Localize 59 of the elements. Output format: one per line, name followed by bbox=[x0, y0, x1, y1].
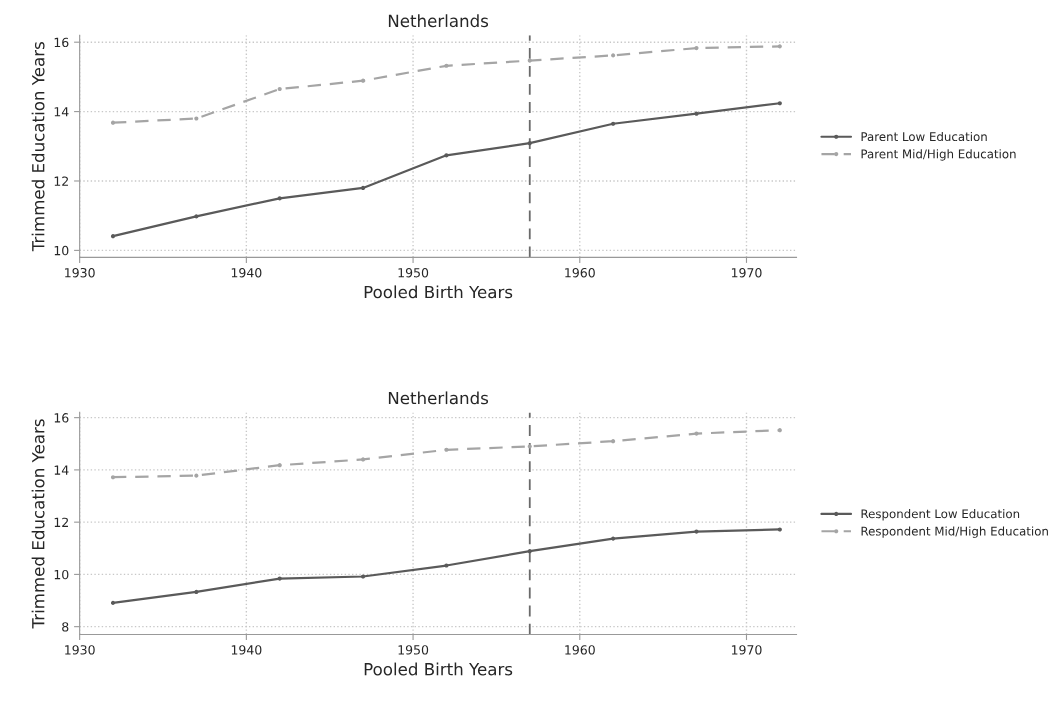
y-tick-label: 8 bbox=[62, 622, 69, 632]
x-tick-label: 1930 bbox=[65, 645, 95, 655]
point bbox=[611, 53, 616, 58]
x-tick-label: 1930 bbox=[65, 267, 95, 278]
chart-title: Netherlands bbox=[388, 14, 489, 28]
point bbox=[360, 457, 366, 462]
point bbox=[527, 444, 532, 449]
y-tick-label: 16 bbox=[54, 37, 69, 48]
point bbox=[694, 529, 699, 534]
point bbox=[611, 536, 616, 541]
chart-title: Netherlands bbox=[388, 391, 489, 405]
point bbox=[110, 234, 116, 239]
x-tick-label: 1960 bbox=[565, 645, 595, 655]
y-tick-label: 10 bbox=[54, 569, 69, 580]
point bbox=[194, 589, 199, 594]
point bbox=[611, 439, 616, 444]
point bbox=[194, 473, 199, 478]
point bbox=[110, 600, 116, 605]
y-tick-label: 12 bbox=[54, 517, 68, 527]
y-tick-label: 16 bbox=[54, 413, 69, 423]
point bbox=[110, 475, 116, 480]
legend-label: Parent Mid/High Education bbox=[861, 149, 1016, 161]
point bbox=[360, 78, 366, 83]
x-tick-label: 1950 bbox=[398, 267, 429, 278]
y-axis-title: Trimmed Education Years bbox=[31, 419, 45, 629]
x-tick-label: 1950 bbox=[398, 645, 429, 655]
y-tick-label: 12 bbox=[54, 176, 68, 186]
point bbox=[777, 44, 782, 49]
legend-label: Respondent Mid/High Education bbox=[861, 526, 1048, 538]
point bbox=[527, 141, 532, 146]
point bbox=[527, 549, 532, 554]
point bbox=[444, 447, 449, 452]
x-tick-label: 1960 bbox=[565, 267, 595, 278]
point bbox=[360, 574, 366, 579]
point bbox=[277, 463, 282, 468]
x-tick-label: 1970 bbox=[731, 267, 762, 278]
x-axis-title: Pooled Birth Years bbox=[364, 662, 513, 676]
point bbox=[777, 101, 782, 106]
point bbox=[194, 214, 199, 219]
point bbox=[277, 196, 282, 201]
legend-label: Respondent Low Education bbox=[861, 509, 1020, 521]
x-axis-title: Pooled Birth Years bbox=[364, 285, 513, 299]
point bbox=[360, 185, 366, 191]
y-tick-label: 14 bbox=[54, 465, 69, 475]
legend-label: Parent Low Education bbox=[861, 131, 987, 142]
point bbox=[110, 120, 116, 125]
y-tick-label: 14 bbox=[54, 107, 69, 117]
y-tick-label: 10 bbox=[54, 245, 69, 256]
y-axis-title: Trimmed Education Years bbox=[31, 42, 45, 252]
x-tick-label: 1940 bbox=[231, 645, 262, 655]
point bbox=[694, 46, 699, 51]
point bbox=[444, 153, 449, 158]
point bbox=[777, 527, 782, 532]
x-tick-label: 1970 bbox=[731, 645, 762, 655]
point bbox=[777, 428, 782, 433]
point bbox=[444, 63, 449, 68]
point bbox=[611, 121, 616, 126]
x-tick-label: 1940 bbox=[231, 267, 262, 278]
point bbox=[277, 86, 282, 92]
